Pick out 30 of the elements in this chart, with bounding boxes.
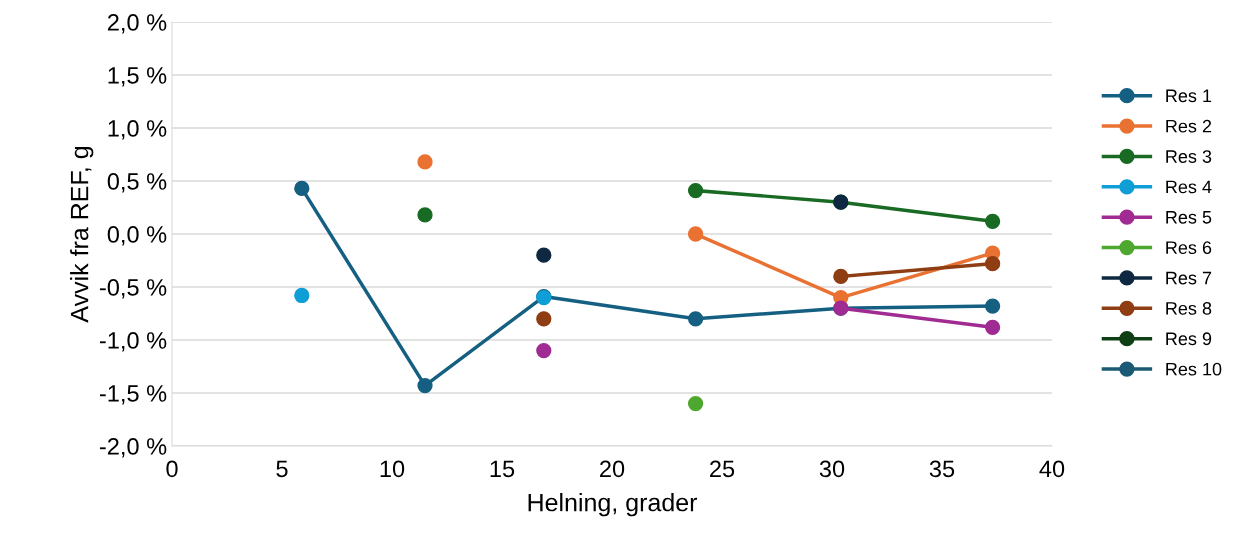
x-tick-label: 0: [166, 460, 178, 478]
y-tick-label: 2,0 %: [107, 14, 167, 34]
x-tick-label: 30: [819, 460, 845, 478]
y-tick-label: 0,0 %: [107, 226, 167, 246]
y-tick-label: 1,5 %: [108, 67, 167, 87]
legend-label: Res 9: [1166, 332, 1212, 346]
y-axis-title: Avvik fra REF, g: [70, 146, 94, 323]
x-tick-label: 15: [490, 460, 515, 478]
x-tick-label: 40: [1039, 460, 1065, 478]
legend-label: Res 1: [1166, 89, 1212, 103]
x-tick-label: 10: [380, 460, 405, 478]
x-tick-label: 25: [710, 460, 735, 478]
y-tick-label: -1,5 %: [99, 385, 167, 405]
legend-label: Res 7: [1166, 271, 1212, 285]
x-axis-title: Helning, grader: [528, 493, 698, 517]
x-tick-label: 5: [276, 460, 288, 478]
legend-label: Res 4: [1166, 180, 1212, 194]
x-tick-label: 20: [600, 460, 625, 478]
legend-label: Res 2: [1166, 119, 1212, 133]
y-tick-label: -0,5 %: [99, 279, 167, 299]
legend-label: Res 3: [1166, 150, 1212, 163]
legend-label: Res 6: [1166, 241, 1212, 255]
y-tick-label: -2,0 %: [99, 438, 167, 458]
legend-label: Res 8: [1166, 301, 1212, 315]
legend-label: Res 5: [1166, 211, 1212, 224]
y-tick-label: 1,0 %: [108, 120, 167, 140]
y-tick-label: 0,5 %: [107, 173, 167, 193]
legend-label: Res 10: [1166, 362, 1222, 376]
x-tick-label: 35: [929, 460, 955, 478]
y-tick-label: -1,0 %: [99, 332, 167, 352]
